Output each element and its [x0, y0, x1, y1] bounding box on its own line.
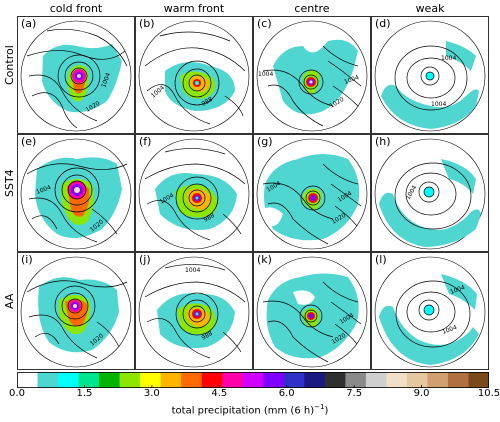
row-title-sst4: SST4 [3, 169, 16, 197]
colorbar-label: total precipitation (mm (6 h)−1) [0, 403, 500, 416]
panel-j-map: 1004 988 [135, 252, 253, 370]
colorbar-segment [160, 372, 182, 388]
colorbar-segment [386, 372, 408, 388]
isobar-label: 1004 [431, 101, 446, 108]
colorbar-tick-label: 10.5 [477, 388, 500, 399]
colorbar-segment [201, 372, 223, 388]
column-title-warm-front: warm front [163, 2, 225, 15]
panel-label: (f) [139, 135, 152, 148]
row-title-aa: AA [3, 293, 16, 309]
panel-d-map: 1004 1004 [371, 16, 489, 134]
panel-a: 1004 1020 (a) [17, 16, 135, 134]
colorbar-tick-label: 6.0 [278, 388, 295, 399]
column-title-centre: centre [294, 2, 330, 15]
colorbar-segment [58, 372, 80, 388]
colorbar-tick-label: 1.5 [76, 388, 93, 399]
panel-d: 1004 1004 (d) [371, 16, 489, 134]
colorbar-segment [99, 372, 121, 388]
colorbar [17, 372, 489, 388]
panel-i: 1020 (i) [17, 252, 135, 370]
colorbar-segment [283, 372, 305, 388]
panel-label: (g) [257, 135, 273, 148]
panel-k: 1004 1020 (k) [253, 252, 371, 370]
isobar-label: 1004 [35, 184, 52, 196]
panel-label: (a) [21, 17, 37, 30]
colorbar-segment [222, 372, 244, 388]
panel-label: (c) [257, 17, 272, 30]
colorbar-segment [78, 372, 100, 388]
isobar-label: 988 [201, 330, 215, 342]
colorbar-segment [427, 372, 449, 388]
isobar-label: 1004 [343, 74, 360, 86]
panel-g-map: 1004 1004 1020 [253, 134, 371, 252]
panel-e-map: 1004 1020 [17, 134, 135, 252]
panel-a-map: 1004 1020 [17, 16, 135, 134]
colorbar-segment [304, 372, 326, 388]
panel-label: (k) [257, 253, 272, 266]
panel-label: (d) [375, 17, 391, 30]
panel-label: (i) [21, 253, 33, 266]
panel-h: 1004 (h) [371, 134, 489, 252]
colorbar-segment [242, 372, 264, 388]
panel-e: 1004 1020 (e) [17, 134, 135, 252]
colorbar-tick-label: 0.0 [9, 388, 25, 399]
isobars [26, 29, 128, 129]
panel-label: (b) [139, 17, 155, 30]
column-title-cold-front: cold front [49, 2, 103, 15]
colorbar-border [17, 372, 489, 388]
isobar-label: 1004 [100, 72, 112, 89]
colorbar-segment [324, 372, 346, 388]
colorbar-segment [406, 372, 428, 388]
colorbar-segment [468, 372, 489, 388]
panel-label: (l) [375, 253, 387, 266]
colorbar-segment [345, 372, 367, 388]
panel-label: (e) [21, 135, 37, 148]
panel-b: 1004 988 (b) [135, 16, 253, 134]
panel-l-map: 1004 1004 [371, 252, 489, 370]
colorbar-label-exponent: −1 [314, 403, 325, 411]
isobar-label: 988 [203, 212, 217, 224]
colorbar-segment [119, 372, 141, 388]
colorbar-label-tail: ) [324, 405, 329, 417]
colorbar-segment [17, 372, 39, 388]
panel-k-map: 1004 1020 [253, 252, 371, 370]
panel-label: (j) [139, 253, 151, 266]
colorbar-segment [447, 372, 469, 388]
colorbar-tick-label: 7.5 [346, 388, 363, 399]
isobar-label: 1004 [441, 55, 456, 62]
panel-b-map: 1004 988 [135, 16, 253, 134]
row-title-control: Control [3, 45, 16, 85]
colorbar-tick-label: 9.0 [413, 388, 430, 399]
colorbar-tick-label: 4.5 [211, 388, 228, 399]
isobar-label: 988 [201, 96, 215, 108]
panel-g: 1004 1004 1020 (g) [253, 134, 371, 252]
colorbar-segment [181, 372, 203, 388]
panel-j: 1004 988 (j) [135, 252, 253, 370]
panel-f: 1004 988 (f) [135, 134, 253, 252]
colorbar-segment [37, 372, 59, 388]
isobar-label: 1004 [441, 324, 458, 336]
panel-h-map: 1004 [371, 134, 489, 252]
panel-label: (h) [375, 135, 391, 148]
isobar-label: 1004 [449, 284, 466, 296]
colorbar-segment [365, 372, 387, 388]
panel-c-map: 1004 1004 1020 [253, 16, 371, 134]
isobar-label: 1004 [185, 267, 200, 274]
isobar-label: 1004 [258, 71, 273, 78]
colorbar-segment [263, 372, 285, 388]
panel-l: 1004 1004 (l) [371, 252, 489, 370]
column-title-weak: weak [415, 2, 445, 15]
colorbar-label-text: total precipitation (mm (6 h) [171, 405, 315, 417]
colorbar-segment [140, 372, 162, 388]
panel-f-map: 1004 988 [135, 134, 253, 252]
panel-c: 1004 1004 1020 (c) [253, 16, 371, 134]
colorbar-tick-label: 3.0 [143, 388, 160, 399]
panel-i-map: 1020 [17, 252, 135, 370]
